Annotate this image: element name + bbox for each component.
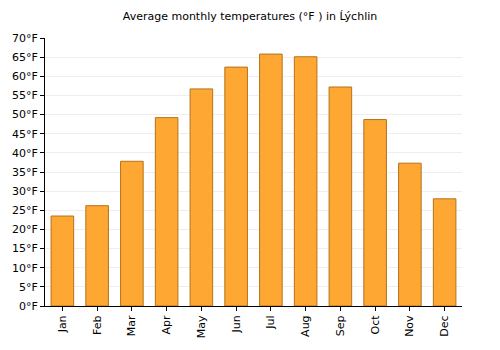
svg-text:Dec: Dec xyxy=(438,315,451,336)
svg-text:55°F: 55°F xyxy=(12,89,38,102)
svg-text:25°F: 25°F xyxy=(12,204,38,217)
svg-text:10°F: 10°F xyxy=(12,262,38,275)
svg-text:15°F: 15°F xyxy=(12,242,38,255)
svg-text:20°F: 20°F xyxy=(12,223,38,236)
svg-text:35°F: 35°F xyxy=(12,166,38,179)
svg-text:May: May xyxy=(195,315,208,338)
svg-text:Nov: Nov xyxy=(403,315,416,337)
svg-text:65°F: 65°F xyxy=(12,51,38,64)
svg-text:45°F: 45°F xyxy=(12,128,38,141)
svg-text:50°F: 50°F xyxy=(12,108,38,121)
svg-text:30°F: 30°F xyxy=(12,185,38,198)
svg-text:Jun: Jun xyxy=(230,315,243,333)
svg-text:40°F: 40°F xyxy=(12,147,38,160)
svg-text:Average monthly temperatures (: Average monthly temperatures (°F ) in Ĺý… xyxy=(123,10,377,23)
svg-text:Mar: Mar xyxy=(125,315,138,336)
svg-text:5°F: 5°F xyxy=(19,281,38,294)
svg-text:Feb: Feb xyxy=(91,315,104,334)
svg-text:70°F: 70°F xyxy=(12,32,38,45)
svg-text:Aug: Aug xyxy=(299,315,312,336)
svg-text:60°F: 60°F xyxy=(12,70,38,83)
svg-text:Sep: Sep xyxy=(334,315,347,336)
svg-text:Jan: Jan xyxy=(56,315,69,333)
svg-text:Apr: Apr xyxy=(160,315,173,335)
svg-text:Oct: Oct xyxy=(369,315,382,335)
svg-text:0°F: 0°F xyxy=(19,300,38,313)
svg-text:Jul: Jul xyxy=(264,315,277,329)
